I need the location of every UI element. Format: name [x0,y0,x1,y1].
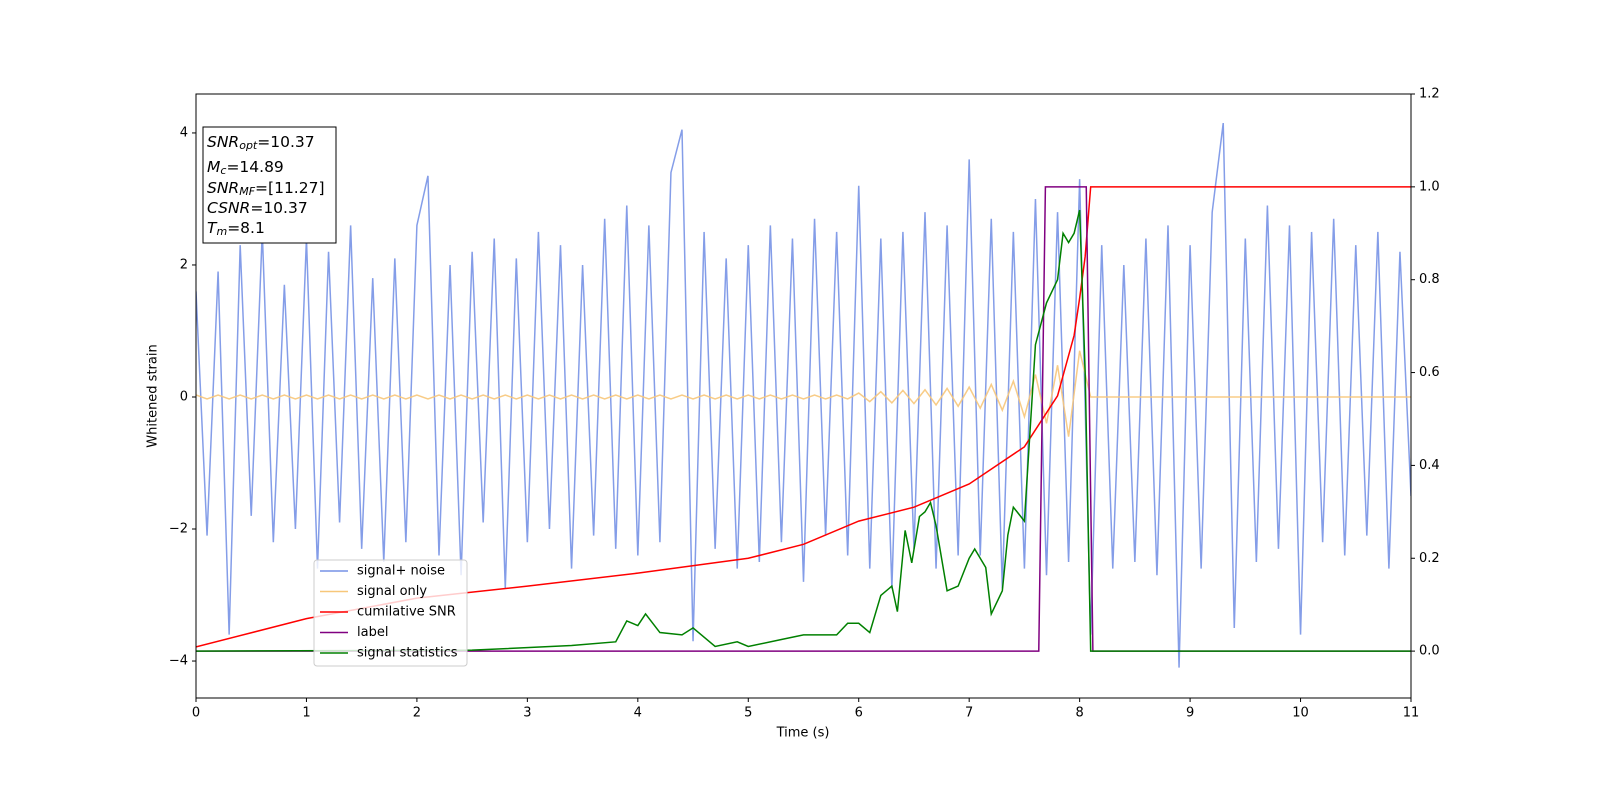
legend-label: signal+ noise [357,564,445,579]
annotation-rest: =10.37 [250,199,307,217]
y2-tick-label: 0.4 [1419,458,1440,473]
legend [313,559,468,667]
series-line [196,350,1411,437]
y-tick-label: 4 [180,125,188,140]
annotation-sub: c [220,164,226,177]
annotation-line: CSNR=10.37 [207,199,308,217]
annotation-rest: =8.1 [227,219,265,237]
annotation-base: T [207,219,218,237]
legend-label: label [357,625,388,640]
y2-tick-label: 0.6 [1419,365,1440,380]
annotation-base: SNR [207,179,239,197]
x-axis-label: Time (s) [776,726,830,741]
annotation-sub: MF [239,185,255,198]
y-tick-label: 2 [180,257,188,272]
series-line [196,122,1411,668]
annotation-line: Tm=8.1 [207,219,265,239]
y2-tick-label: 0.0 [1419,644,1440,659]
legend-label: signal only [357,584,427,599]
axes-frame [195,93,1412,699]
y-tick-label: 0 [180,389,188,404]
legend-label: signal statistics [357,646,458,661]
legend-label: cumilative SNR [357,605,456,620]
y-tick-label: −4 [169,654,188,669]
x-tick-label: 10 [1292,706,1309,721]
annotation-line: Mc=14.89 [207,158,284,178]
plot-area [196,122,1411,668]
x-tick-label: 5 [744,706,752,721]
annotation-line: SNRopt=10.37 [207,133,315,153]
x-tick-label: 9 [1186,706,1194,721]
y-axis-label: Whitened strain [146,344,161,447]
x-tick-label: 8 [1075,706,1083,721]
annotation-rest: =10.37 [257,133,314,151]
y2-tick-label: 1.0 [1419,179,1440,194]
x-tick-label: 11 [1403,706,1420,721]
annotation-sub: m [216,225,227,238]
x-tick-label: 3 [523,706,531,721]
y2-tick-label: 0.8 [1419,272,1440,287]
annotation-rest: =[11.27] [255,179,324,197]
y2-tick-label: 1.2 [1419,87,1440,102]
annotation-rest: =14.89 [226,158,283,176]
series-line [196,209,1411,652]
x-tick-label: 6 [855,706,863,721]
annotation-base: SNR [207,133,239,151]
annotation-sub: opt [239,139,258,152]
y-tick-label: −2 [169,522,188,537]
annotation-base: CSNR [207,199,250,217]
x-tick-label: 7 [965,706,973,721]
x-tick-label: 2 [413,706,421,721]
y2-tick-label: 0.2 [1419,551,1440,566]
annotation-line: SNRMF=[11.27] [207,179,325,199]
annotation-box [202,126,337,244]
x-tick-label: 1 [302,706,310,721]
x-tick-label: 4 [634,706,642,721]
annotation-base: M [207,158,220,176]
x-tick-label: 0 [192,706,200,721]
